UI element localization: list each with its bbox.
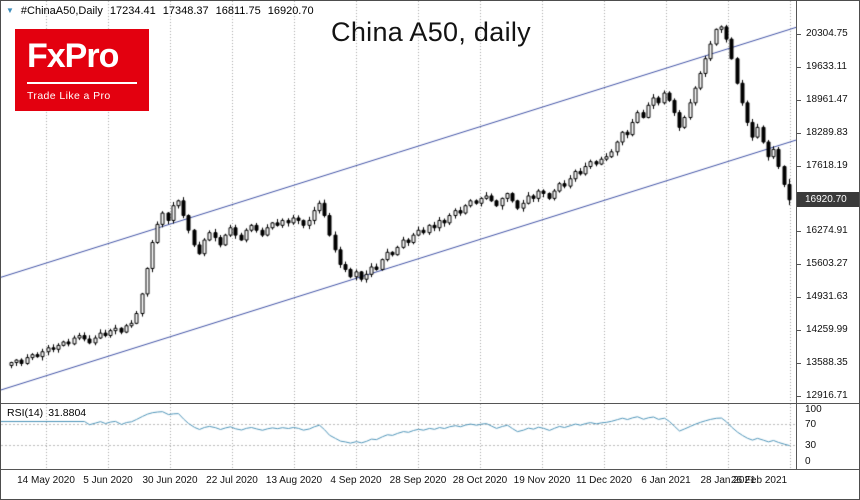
price-axis-tick	[797, 395, 801, 397]
quote-bar: ▼ #ChinaA50,Daily 17234.41 17348.37 1681…	[6, 5, 314, 17]
time-axis-label: 22 Jul 2020	[206, 475, 258, 486]
time-axis-label: 26 Feb 2021	[730, 475, 788, 486]
price-axis-label: 12916.71	[806, 389, 848, 401]
price-axis-tick	[797, 264, 801, 266]
rsi-axis-label: 30	[805, 440, 817, 452]
price-axis-tick	[797, 363, 801, 365]
price-axis-label: 19633.11	[806, 60, 847, 72]
rsi-axis-label: 0	[805, 456, 811, 467]
time-axis-label: 30 Jun 2020	[142, 475, 198, 486]
price-axis-label: 15603.27	[806, 258, 848, 270]
price-axis-label: 13588.35	[806, 357, 848, 369]
symbol-dropdown-icon[interactable]: ▼	[6, 6, 14, 15]
time-axis-label: 28 Sep 2020	[389, 475, 447, 486]
time-axis-label: 11 Dec 2020	[576, 475, 632, 486]
panel-separator[interactable]	[1, 403, 859, 404]
price-axis-tick	[797, 330, 801, 332]
time-axis-label: 6 Jan 2021	[641, 475, 691, 486]
logo-divider	[27, 81, 137, 84]
fxpro-logo: FxPro Trade Like a Pro	[15, 29, 149, 111]
price-axis-tick	[797, 99, 801, 101]
rsi-axis-label: 70	[805, 418, 817, 430]
price-axis-label: 16274.91	[806, 225, 848, 237]
quote-open: 17234.41	[109, 5, 156, 17]
price-axis-label: 18961.47	[806, 93, 848, 105]
symbol-label: #ChinaA50,Daily	[20, 5, 103, 17]
price-axis-label: 17618.19	[806, 159, 848, 171]
price-axis-tick	[797, 297, 801, 299]
rsi-axis-label: 100	[805, 404, 822, 415]
rsi-value: 31.8804	[48, 407, 87, 419]
current-price-tag: 16920.70	[797, 191, 859, 207]
price-axis-label: 18289.83	[806, 126, 848, 138]
fxpro-tagline: Trade Like a Pro	[27, 89, 111, 102]
rsi-axis[interactable]: 100 70 30 0	[797, 404, 859, 469]
quote-close: 16920.70	[267, 5, 314, 17]
price-axis[interactable]: 20304.75 19633.11 18961.47 18289.83 17618.19…	[796, 1, 859, 469]
price-axis-label: 20304.75	[806, 28, 848, 39]
time-axis-label: 14 May 2020	[17, 475, 75, 486]
time-axis-label: 13 Aug 2020	[265, 475, 323, 486]
price-axis-tick	[797, 34, 801, 35]
time-axis-label: 28 Oct 2020	[452, 475, 508, 486]
price-axis-tick	[797, 165, 801, 167]
rsi-indicator-label: RSI(14) 31.8804	[7, 407, 86, 419]
quote-low: 16811.75	[215, 5, 261, 17]
time-axis[interactable]: 14 May 2020 5 Jun 2020 30 Jun 2020 22 Jul 2…	[1, 469, 859, 499]
chart-title: China A50, daily	[331, 17, 531, 47]
price-axis-tick	[797, 66, 801, 68]
price-axis-label: 14931.63	[806, 291, 848, 303]
time-axis-label: 4 Sep 2020	[330, 475, 382, 486]
time-axis-label: 28 Jan 2021	[700, 475, 756, 486]
time-axis-label: 19 Nov 2020	[513, 475, 571, 486]
fxpro-brand-text: FxPro	[27, 37, 119, 75]
time-axis-label: 5 Jun 2020	[83, 475, 133, 486]
rsi-name: RSI(14)	[7, 407, 44, 419]
price-axis-tick	[797, 231, 801, 233]
price-axis-label: 14259.99	[806, 324, 848, 336]
rsi-chart-canvas[interactable]	[1, 404, 796, 469]
quote-high: 17348.37	[162, 5, 209, 17]
price-axis-tick	[797, 132, 801, 134]
